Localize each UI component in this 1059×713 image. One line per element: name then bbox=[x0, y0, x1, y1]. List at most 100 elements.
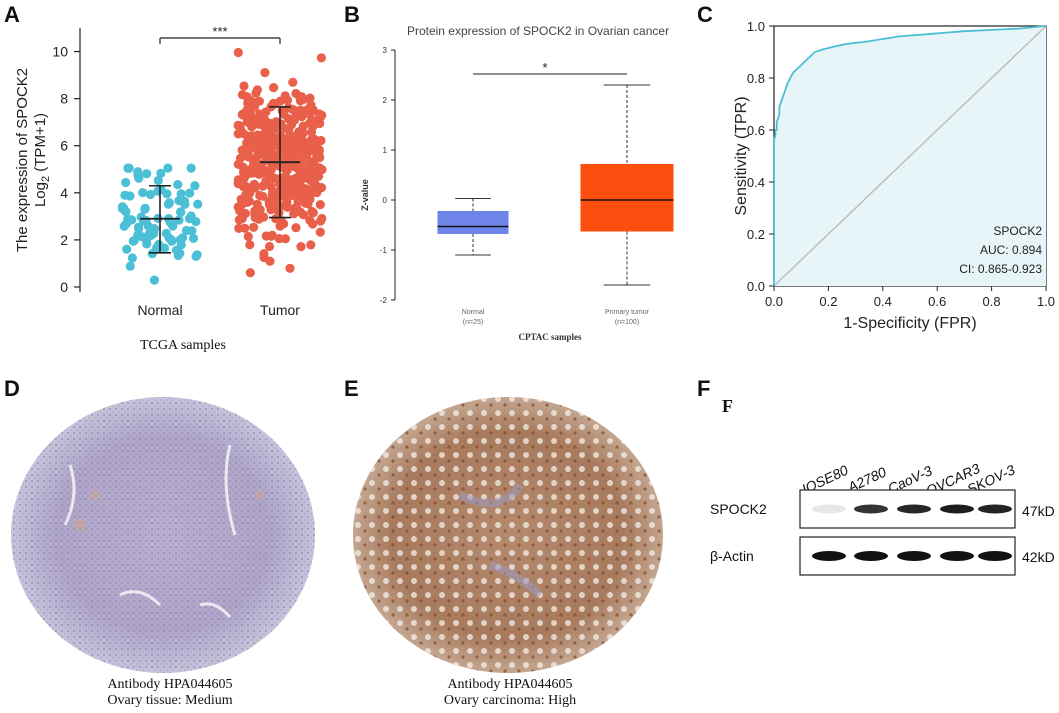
a-data-point bbox=[134, 224, 144, 234]
b-ytick-label: 1 bbox=[383, 146, 388, 155]
a-data-point bbox=[176, 240, 186, 250]
b-ytick-label: -1 bbox=[380, 246, 388, 255]
a-data-point bbox=[236, 194, 246, 204]
b-ytick-label: -2 bbox=[380, 296, 388, 305]
a-data-point bbox=[268, 186, 278, 196]
a-data-point bbox=[167, 236, 177, 246]
c-ytick-label: 0.8 bbox=[747, 71, 765, 86]
c-xtick-label: 0.2 bbox=[819, 294, 837, 309]
a-data-point bbox=[275, 96, 285, 106]
b-note-normal: (n=25) bbox=[463, 319, 483, 326]
a-data-point bbox=[147, 249, 157, 259]
a-data-point bbox=[239, 81, 249, 91]
b-box bbox=[580, 164, 674, 232]
a-data-point bbox=[252, 151, 262, 161]
c-xtick-label: 1.0 bbox=[1037, 294, 1055, 309]
b-ytick-label: 2 bbox=[383, 96, 388, 105]
a-data-point bbox=[298, 121, 308, 131]
b-xlabel: CPTAC samples bbox=[518, 332, 582, 342]
a-data-point bbox=[127, 253, 137, 263]
a-data-point bbox=[153, 186, 163, 196]
a-data-point bbox=[249, 222, 259, 232]
a-data-point bbox=[288, 77, 298, 87]
a-data-point bbox=[239, 110, 249, 120]
a-data-point bbox=[264, 241, 275, 252]
a-data-point bbox=[120, 190, 130, 200]
a-data-point bbox=[173, 250, 183, 261]
f-inner-letter: F bbox=[722, 396, 733, 416]
f-size-1: 42kD bbox=[1022, 549, 1055, 565]
a-data-point bbox=[174, 215, 184, 225]
chart-b: Protein expression of SPOCK2 in Ovarian … bbox=[360, 24, 674, 342]
a-data-point bbox=[233, 47, 243, 58]
a-data-point bbox=[312, 151, 322, 161]
a-data-point bbox=[184, 214, 195, 224]
a-data-point bbox=[315, 200, 325, 210]
b-title: Protein expression of SPOCK2 in Ovarian … bbox=[407, 24, 669, 38]
a-data-point bbox=[296, 242, 306, 252]
panel-letter-e: E bbox=[344, 376, 359, 401]
a-data-point bbox=[291, 223, 301, 233]
a-data-point bbox=[306, 240, 316, 250]
a-data-point bbox=[290, 203, 300, 213]
a-data-point bbox=[173, 180, 183, 190]
sig-b: * bbox=[542, 60, 547, 75]
a-data-point bbox=[254, 96, 264, 106]
a-data-point bbox=[125, 261, 135, 271]
b-ylabel: Z-value bbox=[360, 179, 370, 211]
a-data-point bbox=[123, 163, 133, 173]
a-data-point bbox=[134, 173, 144, 183]
c-xtick-label: 0.0 bbox=[765, 294, 783, 309]
caption-e-line1: Antibody HPA044605 bbox=[447, 677, 573, 692]
a-data-point bbox=[309, 175, 319, 185]
a-data-point bbox=[257, 132, 267, 142]
f-band bbox=[854, 551, 888, 561]
a-data-point bbox=[168, 221, 178, 231]
a-ytick-label: 4 bbox=[60, 185, 68, 201]
a-data-point bbox=[245, 268, 255, 278]
a-data-point bbox=[314, 163, 324, 173]
f-row-label-0: SPOCK2 bbox=[710, 501, 767, 517]
caption-d-line1: Antibody HPA044605 bbox=[107, 677, 233, 692]
a-data-point bbox=[273, 141, 283, 151]
a-data-point bbox=[121, 177, 131, 188]
a-data-point bbox=[186, 163, 196, 173]
a-data-point bbox=[274, 208, 284, 218]
a-data-point bbox=[308, 208, 318, 218]
f-band bbox=[812, 551, 846, 561]
c-legend-gene: SPOCK2 bbox=[993, 224, 1042, 238]
a-data-point bbox=[274, 234, 284, 244]
a-data-point bbox=[153, 175, 163, 186]
a-data-point bbox=[298, 210, 308, 220]
caption-e: Antibody HPA044605 Ovary carcinoma: High bbox=[370, 677, 650, 709]
a-data-point bbox=[181, 225, 192, 236]
a-data-point bbox=[266, 231, 276, 241]
a-data-point bbox=[249, 180, 259, 190]
a-data-point bbox=[259, 212, 269, 222]
a-data-point bbox=[188, 233, 199, 243]
a-data-point bbox=[267, 148, 277, 158]
a-data-point bbox=[243, 147, 253, 157]
a-category-tumor: Tumor bbox=[260, 302, 300, 318]
a-data-point bbox=[241, 181, 251, 191]
a-data-point bbox=[121, 207, 131, 217]
f-band bbox=[897, 504, 931, 514]
c-roc-curve bbox=[773, 25, 1047, 286]
a-ytick-label: 0 bbox=[60, 279, 68, 295]
a-data-point bbox=[245, 240, 255, 250]
a-data-point bbox=[149, 275, 159, 285]
panel-letter-f: F bbox=[697, 376, 711, 401]
caption-d-line2: Ovary tissue: Medium bbox=[107, 693, 233, 708]
c-xtick-label: 0.4 bbox=[874, 294, 892, 309]
a-data-point bbox=[190, 181, 200, 191]
a-data-point bbox=[176, 207, 186, 217]
a-data-point bbox=[237, 214, 247, 224]
a-xlabel: TCGA samples bbox=[140, 338, 226, 353]
a-data-point bbox=[177, 233, 188, 243]
a-data-point bbox=[193, 199, 203, 209]
a-data-point bbox=[296, 105, 306, 115]
a-data-point bbox=[161, 228, 171, 238]
a-data-point bbox=[270, 124, 280, 134]
c-xtick-label: 0.8 bbox=[983, 294, 1001, 309]
